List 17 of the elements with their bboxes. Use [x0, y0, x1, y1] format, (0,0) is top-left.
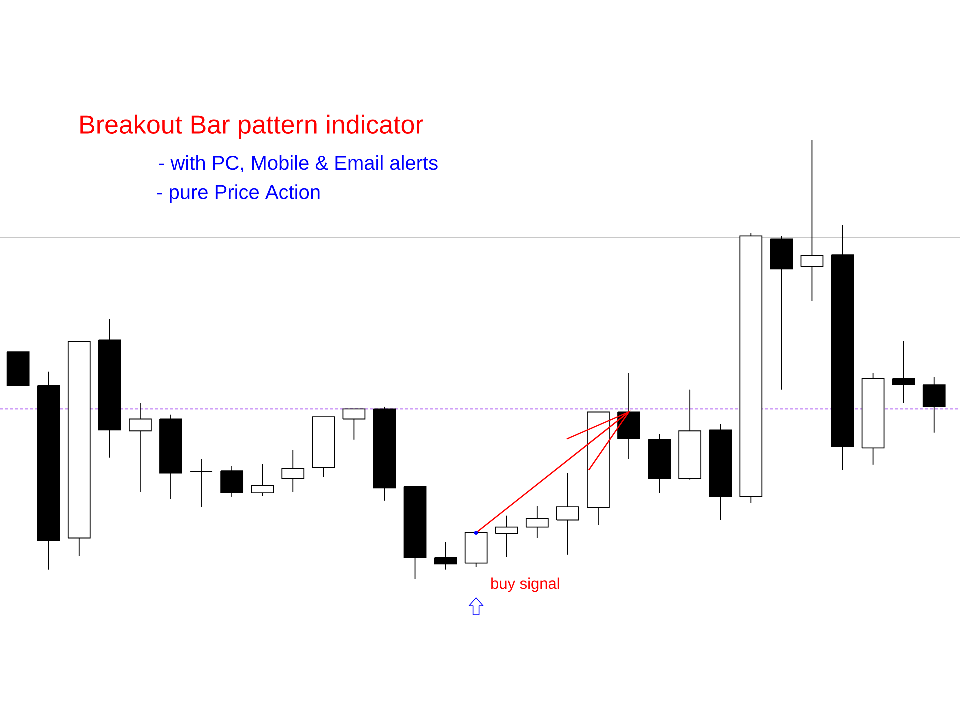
candlestick — [434, 542, 458, 570]
chart-title: Breakout Bar pattern indicator — [80, 114, 424, 140]
candlestick — [129, 402, 152, 493]
annotation: - pure Price Action — [157, 184, 320, 204]
candlestick — [892, 340, 916, 404]
candlestick — [220, 466, 244, 498]
candlestick — [282, 450, 305, 493]
candlestick — [342, 408, 366, 440]
candlestick — [251, 464, 274, 497]
candlestick — [526, 506, 549, 539]
text: - with PC, Mobile & Email alerts — [159, 155, 438, 173]
candlestick — [190, 458, 213, 508]
annotation: buy signal — [492, 578, 560, 592]
candlestick — [556, 472, 580, 556]
candlestick — [495, 515, 518, 558]
candlestick — [922, 376, 946, 434]
candlestick — [800, 140, 824, 302]
